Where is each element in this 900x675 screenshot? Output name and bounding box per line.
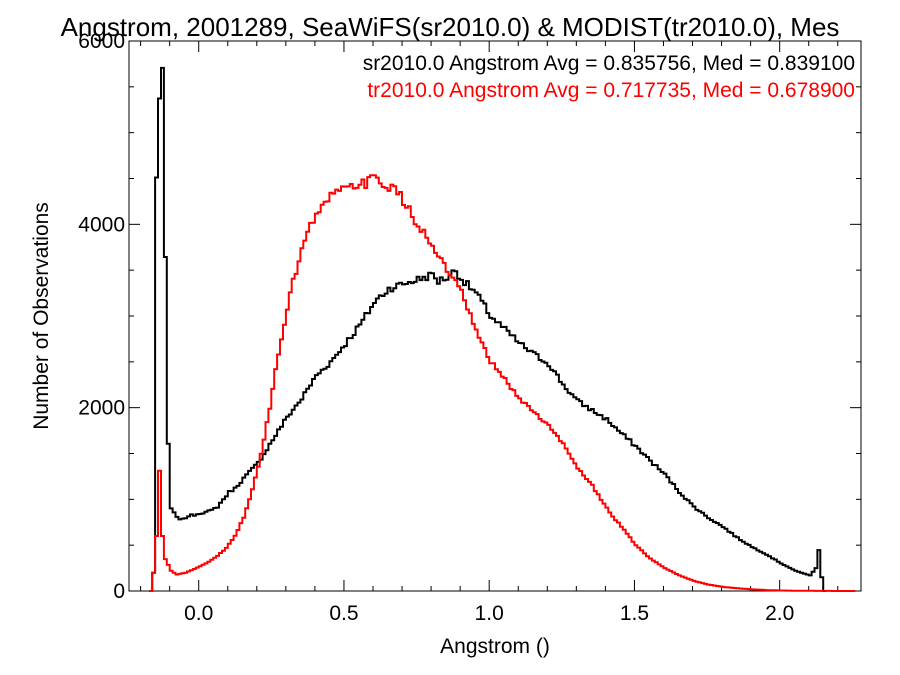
x-tick-label-1: 0.5 [329,602,358,625]
x-tick-label-3: 1.5 [620,602,649,625]
plot-frame [128,40,862,592]
x-tick-label-4: 2.0 [765,602,794,625]
y-tick-label-0: 0 [113,580,125,603]
y-axis-label: Number of Observations [30,202,53,430]
legend-entry-tr2010: tr2010.0 Angstrom Avg = 0.717735, Med = … [367,79,855,102]
x-tick-label-2: 1.0 [475,602,504,625]
x-tick-label-0: 0.0 [184,602,213,625]
axis-ticks: 0.0 0.5 1.0 1.5 2.0 0 2000 4000 6000 [78,30,861,625]
x-axis-label: Angstrom () [440,635,550,658]
y-tick-label-1: 2000 [78,397,125,420]
series-group [149,66,856,592]
series-line-0 [149,66,827,592]
y-tick-label-2: 4000 [78,213,125,236]
y-tick-label-3: 6000 [78,30,125,53]
series-line-1 [149,174,856,592]
legend-entry-sr2010: sr2010.0 Angstrom Avg = 0.835756, Med = … [363,52,855,75]
chart-title: Angstrom, 2001289, SeaWiFS(sr2010.0) & M… [61,12,840,42]
